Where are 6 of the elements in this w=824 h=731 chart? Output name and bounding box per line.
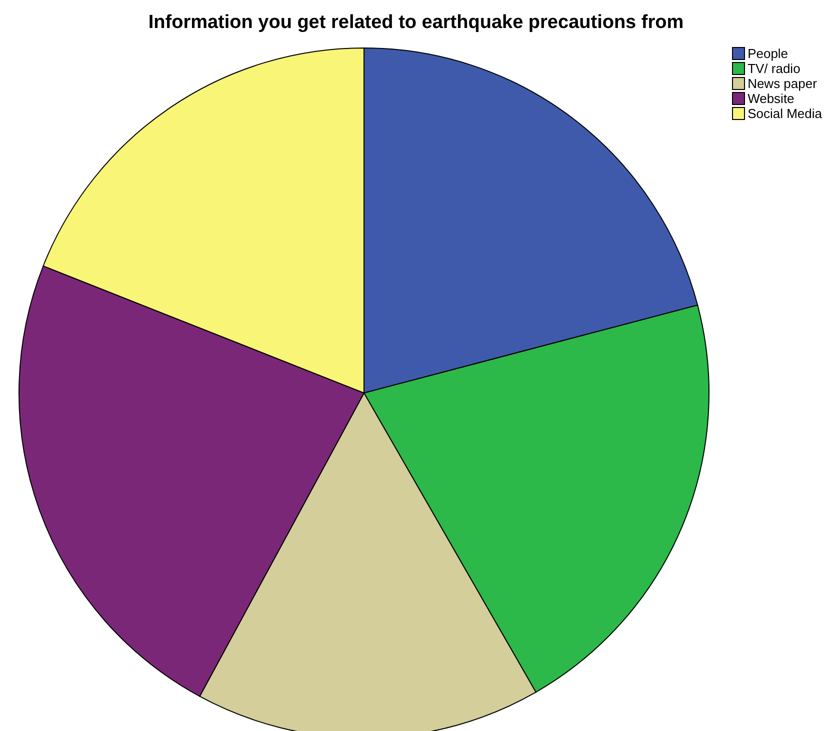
legend-label: News paper: [748, 76, 817, 91]
chart-title: Information you get related to earthquake precautions from: [147, 12, 685, 34]
legend-label: Social Media: [748, 106, 822, 121]
legend-label: Website: [748, 91, 794, 106]
legend-label: TV/ radio: [748, 61, 800, 76]
legend-label: People: [748, 46, 788, 61]
